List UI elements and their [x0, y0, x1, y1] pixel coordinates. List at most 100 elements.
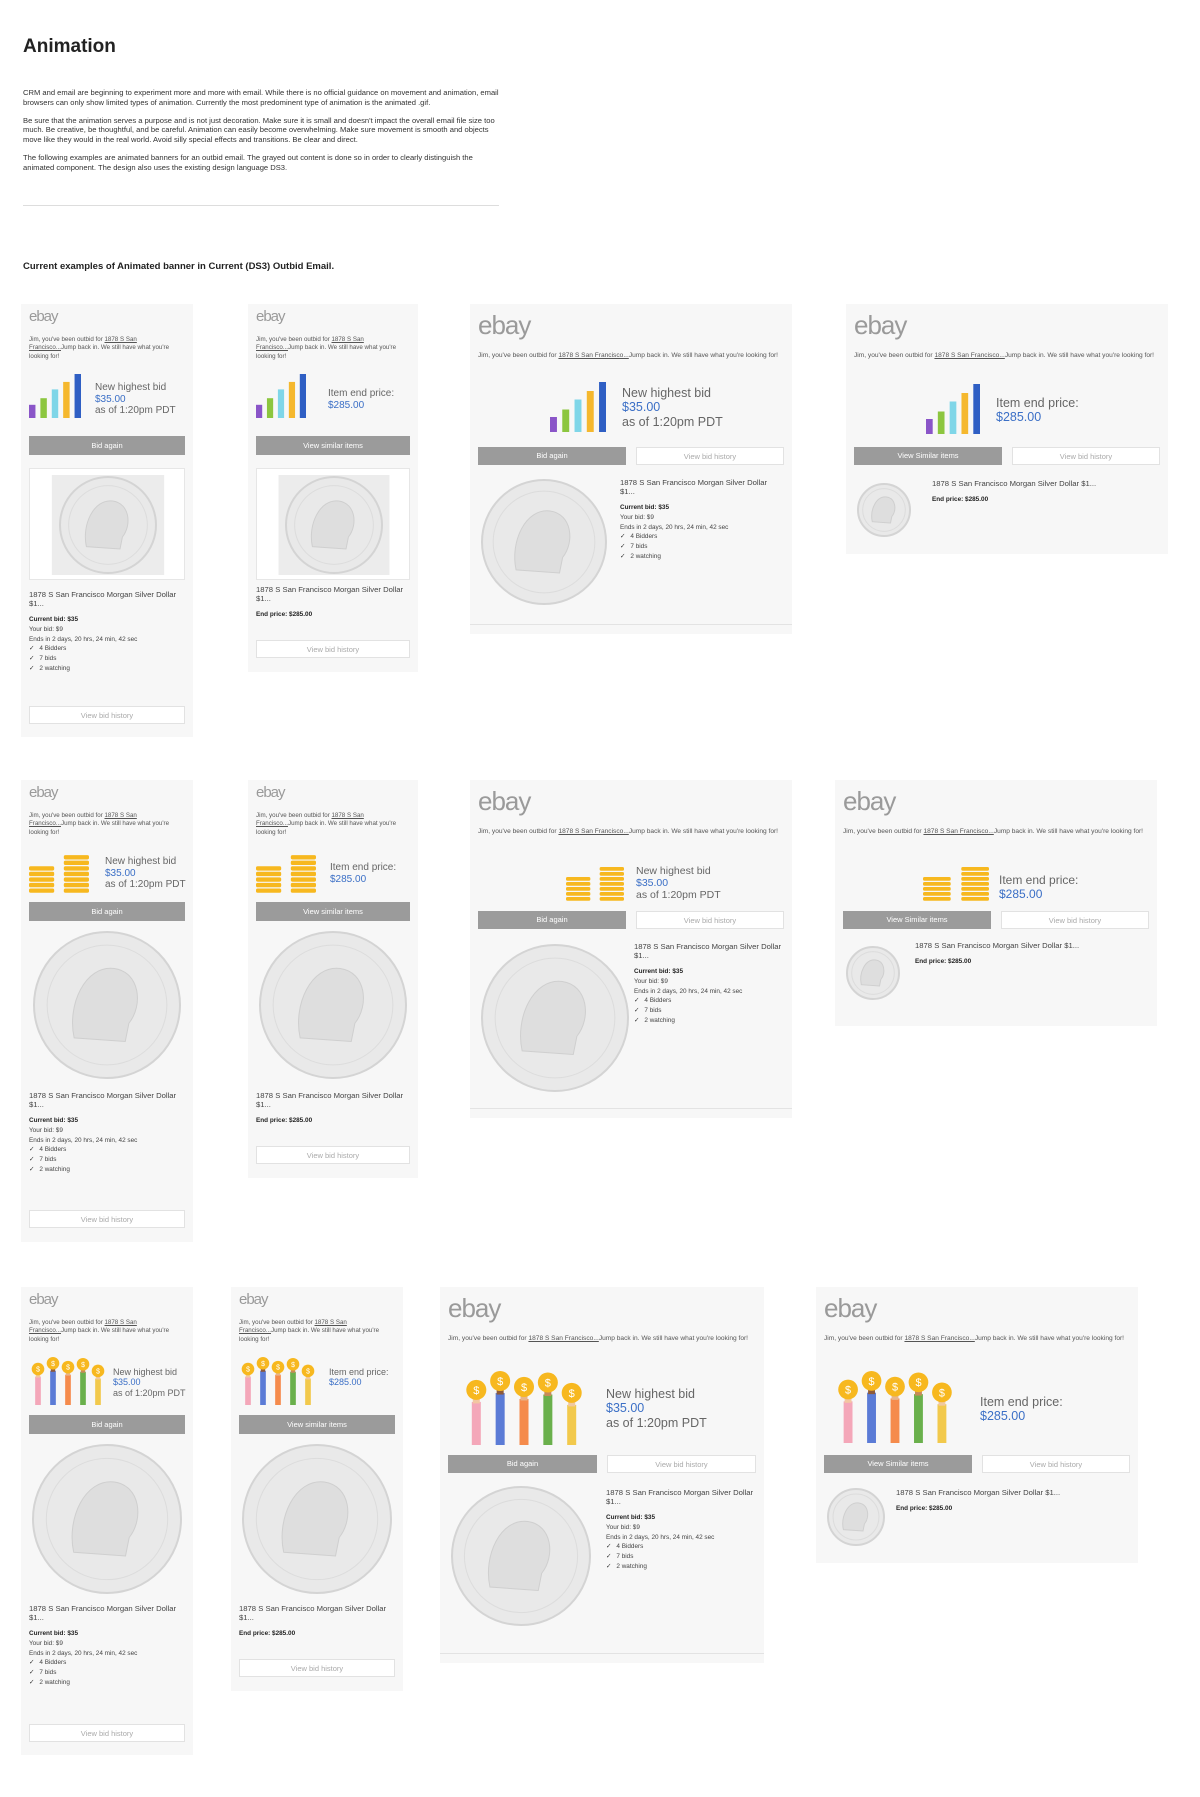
bid-again-button[interactable]: Bid again [29, 1415, 185, 1434]
coin-image [826, 1487, 886, 1547]
view-similar-items-button[interactable]: View similar items [256, 902, 410, 921]
banner-headline: New highest bid $35.00 as of 1:20pm PDT [105, 856, 186, 891]
item-link[interactable]: 1878 S San Francisco... [934, 352, 1005, 359]
bid-amount: $35.00 [636, 877, 669, 890]
ebay-logo: ebay [478, 310, 531, 340]
bid-time: as of 1:20pm PDT [622, 414, 723, 429]
svg-text:$: $ [261, 1361, 265, 1368]
item-link[interactable]: 1878 S San Francisco... [528, 1335, 599, 1342]
view-similar-items-button[interactable]: View similar items [256, 436, 410, 455]
message-text: Jim, you've been outbid for [256, 812, 332, 819]
your-bid: Your bid: $9 [29, 1639, 63, 1647]
page-title: Animation [23, 36, 116, 57]
coin-image [29, 468, 185, 580]
item-link[interactable]: 1878 S San Francisco... [558, 352, 629, 359]
headline-label: Item end price: [996, 396, 1079, 410]
svg-text:$: $ [276, 1365, 280, 1372]
outbid-message: Jim, you've been outbid for 1878 S San F… [29, 336, 185, 361]
svg-text:$: $ [51, 1361, 55, 1368]
bid-again-button[interactable]: Bid again [478, 911, 626, 929]
item-title[interactable]: 1878 S San Francisco Morgan Silver Dolla… [29, 590, 177, 608]
item-title[interactable]: 1878 S San Francisco Morgan Silver Dolla… [932, 479, 1097, 488]
your-bid: Your bid: $9 [29, 625, 63, 633]
item-details: 1878 S San Francisco Morgan Silver Dolla… [606, 1488, 756, 1572]
ebay-logo: ebay [256, 784, 286, 801]
item-title[interactable]: 1878 S San Francisco Morgan Silver Dolla… [29, 1604, 177, 1622]
bid-time: as of 1:20pm PDT [113, 1387, 186, 1398]
view-bid-history-button[interactable]: View bid history [239, 1659, 395, 1677]
item-title[interactable]: 1878 S San Francisco Morgan Silver Dolla… [606, 1488, 754, 1506]
outbid-message: Jim, you've been outbid for 1878 S San F… [478, 352, 784, 361]
item-title[interactable]: 1878 S San Francisco Morgan Silver Dolla… [29, 1091, 177, 1109]
svg-text:$: $ [545, 1378, 551, 1390]
end-amount: $285.00 [329, 1377, 362, 1388]
item-title[interactable]: 1878 S San Francisco Morgan Silver Dolla… [256, 585, 404, 603]
bid-again-button[interactable]: Bid again [29, 436, 185, 455]
item-title[interactable]: 1878 S San Francisco Morgan Silver Dolla… [239, 1604, 387, 1622]
message-text: Jim, you've been outbid for [29, 812, 105, 819]
view-bid-history-button[interactable]: View bid history [982, 1455, 1130, 1473]
item-link[interactable]: 1878 S San Francisco... [29, 1319, 137, 1335]
svg-text:$: $ [845, 1384, 851, 1396]
item-link[interactable]: 1878 S San Francisco... [239, 1319, 347, 1335]
intro-paragraph: CRM and email are beginning to experimen… [23, 88, 499, 107]
item-link[interactable]: 1878 S San Francisco... [29, 812, 137, 828]
view-bid-history-button[interactable]: View bid history [29, 706, 185, 724]
coin-stack-icon [566, 866, 624, 902]
message-text: Jim, you've been outbid for [843, 828, 924, 835]
headline-label: New highest bid [622, 386, 711, 400]
item-title[interactable]: 1878 S San Francisco Morgan Silver Dolla… [634, 942, 782, 960]
view-bid-history-button[interactable]: View bid history [1012, 447, 1160, 465]
bids-count: 7 bids [29, 1668, 185, 1678]
view-bid-history-button[interactable]: View bid history [29, 1724, 185, 1742]
ebay-logo: ebay [854, 310, 907, 340]
bids-count: 7 bids [29, 654, 185, 664]
item-details: 1878 S San Francisco Morgan Silver Dolla… [620, 478, 784, 562]
item-title[interactable]: 1878 S San Francisco Morgan Silver Dolla… [620, 478, 768, 496]
email-card-narrow: ebay Jim, you've been outbid for 1878 S S… [248, 304, 418, 672]
banner-headline: Item end price: $285.00 [329, 1367, 389, 1388]
message-text: Jim, you've been outbid for [478, 352, 559, 359]
item-link[interactable]: 1878 S San Francisco... [29, 336, 137, 352]
bid-time: as of 1:20pm PDT [606, 1415, 707, 1430]
view-similar-items-button[interactable]: View Similar items [843, 911, 991, 929]
view-bid-history-button[interactable]: View bid history [1001, 911, 1149, 929]
email-card-wide: ebay Jim, you've been outbid for 1878 S S… [470, 304, 792, 634]
item-link[interactable]: 1878 S San Francisco... [904, 1335, 975, 1342]
banner-headline: Item end price: $285.00 [980, 1395, 1063, 1424]
bidders-count: 4 Bidders [634, 996, 784, 1006]
item-title[interactable]: 1878 S San Francisco Morgan Silver Dolla… [896, 1488, 1061, 1497]
item-link[interactable]: 1878 S San Francisco... [256, 812, 364, 828]
bid-amount: $35.00 [95, 393, 126, 405]
view-similar-items-button[interactable]: View Similar items [824, 1455, 972, 1473]
item-link[interactable]: 1878 S San Francisco... [923, 828, 994, 835]
headline-label: New highest bid [636, 865, 711, 877]
time-left: Ends in 2 days, 20 hrs, 24 min, 42 sec [620, 523, 729, 531]
item-link[interactable]: 1878 S San Francisco... [256, 336, 364, 352]
ebay-logo: ebay [29, 308, 59, 325]
view-bid-history-button[interactable]: View bid history [636, 447, 784, 465]
outbid-message: Jim, you've been outbid for 1878 S San F… [854, 352, 1160, 361]
bid-again-button[interactable]: Bid again [448, 1455, 597, 1473]
bid-again-button[interactable]: Bid again [29, 902, 185, 921]
coin-image [31, 1443, 183, 1595]
hands-coins-icon: $ $ $ $ $ [834, 1371, 956, 1443]
item-title[interactable]: 1878 S San Francisco Morgan Silver Dolla… [256, 1091, 404, 1109]
svg-text:$: $ [869, 1376, 875, 1388]
divider [470, 624, 792, 625]
bid-again-button[interactable]: Bid again [478, 447, 626, 465]
view-bid-history-button[interactable]: View bid history [636, 911, 784, 929]
hands-coins-icon: $ $ $ $ $ [29, 1357, 107, 1405]
view-bid-history-button[interactable]: View bid history [256, 640, 410, 658]
view-bid-history-button[interactable]: View bid history [29, 1210, 185, 1228]
view-bid-history-button[interactable]: View bid history [256, 1146, 410, 1164]
view-similar-items-button[interactable]: View similar items [239, 1415, 395, 1434]
headline-label: New highest bid [113, 1367, 178, 1377]
item-link[interactable]: 1878 S San Francisco... [558, 828, 629, 835]
view-similar-items-button[interactable]: View Similar items [854, 447, 1002, 465]
banner-headline: New highest bid $35.00 as of 1:20pm PDT [622, 386, 723, 429]
bidders-count: 4 Bidders [29, 644, 185, 654]
item-title[interactable]: 1878 S San Francisco Morgan Silver Dolla… [915, 941, 1080, 950]
view-bid-history-button[interactable]: View bid history [607, 1455, 756, 1473]
banner-headline: New highest bid $35.00 as of 1:20pm PDT [95, 382, 176, 417]
